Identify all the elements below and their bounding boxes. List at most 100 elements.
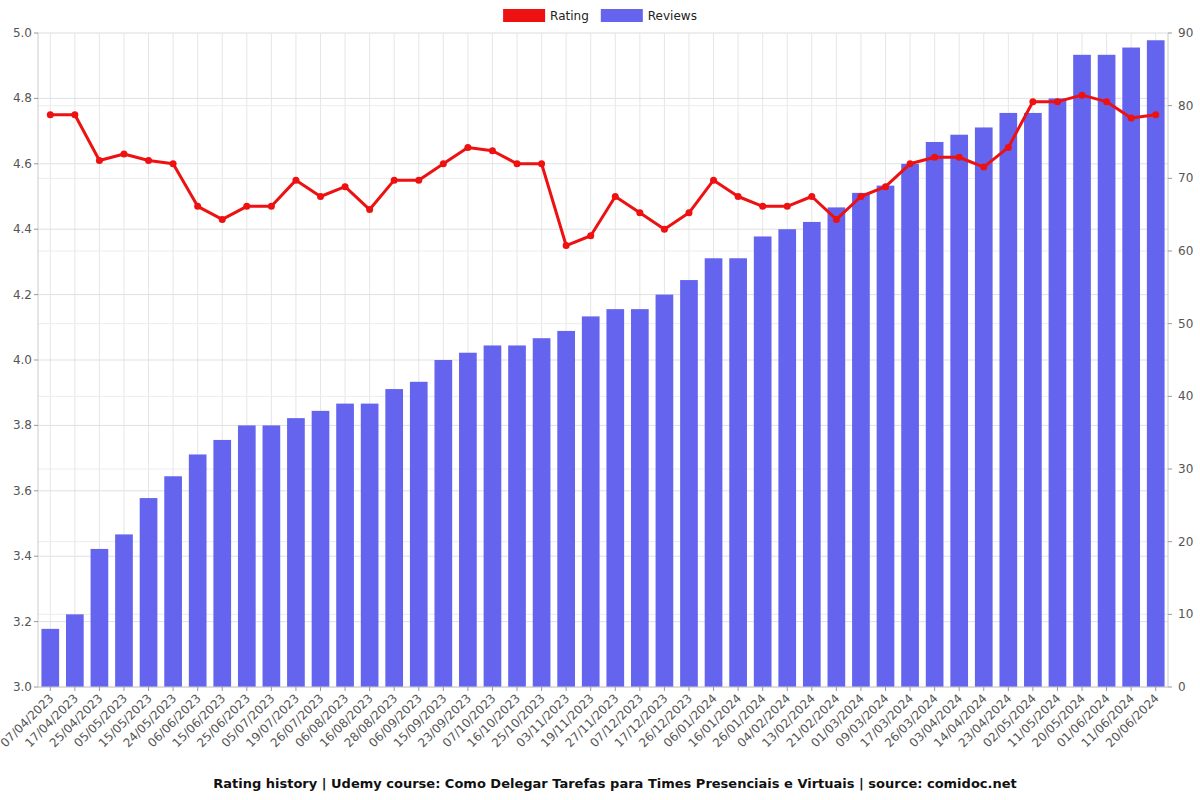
bar bbox=[459, 353, 477, 687]
rating-point bbox=[636, 209, 643, 216]
x-tick bbox=[811, 687, 812, 691]
y-grid-line bbox=[38, 425, 1168, 426]
y2-tick-label: 60 bbox=[1178, 244, 1193, 258]
rating-point bbox=[685, 209, 692, 216]
rating-point bbox=[219, 216, 226, 223]
x-tick bbox=[885, 687, 886, 691]
y2-tick-label: 90 bbox=[1178, 26, 1193, 40]
x-tick bbox=[860, 687, 861, 691]
x-tick bbox=[271, 687, 272, 691]
x-tick bbox=[1106, 687, 1107, 691]
rating-point bbox=[1054, 98, 1061, 105]
x-tick bbox=[983, 687, 984, 691]
rating-point bbox=[342, 183, 349, 190]
bar bbox=[1122, 48, 1140, 687]
rating-point bbox=[1128, 115, 1135, 122]
marks bbox=[41, 40, 1164, 687]
y2-tick-label: 80 bbox=[1178, 99, 1193, 113]
bar bbox=[877, 186, 895, 687]
bar bbox=[189, 454, 207, 687]
x-tick bbox=[222, 687, 223, 691]
bar bbox=[1073, 55, 1091, 687]
bar bbox=[999, 113, 1017, 687]
y2-tick bbox=[1168, 105, 1172, 106]
rating-point bbox=[1079, 92, 1086, 99]
y2-grid-line bbox=[38, 687, 1168, 688]
y2-grid-line bbox=[38, 251, 1168, 252]
x-tick bbox=[173, 687, 174, 691]
x-tick bbox=[664, 687, 665, 691]
rating-point bbox=[440, 160, 447, 167]
bar bbox=[631, 309, 649, 687]
x-tick bbox=[910, 687, 911, 691]
y2-tick-label: 20 bbox=[1178, 535, 1193, 549]
x-tick bbox=[148, 687, 149, 691]
y-tick bbox=[34, 294, 38, 295]
y-grid-line bbox=[38, 687, 1168, 688]
x-tick bbox=[1057, 687, 1058, 691]
x-tick bbox=[1082, 687, 1083, 691]
y-tick-label: 3.4 bbox=[13, 549, 32, 563]
bar bbox=[508, 345, 526, 687]
y-tick bbox=[34, 425, 38, 426]
bar bbox=[361, 404, 379, 687]
legend-label: Reviews bbox=[648, 9, 697, 23]
y2-tick-label: 10 bbox=[1178, 607, 1193, 621]
bar bbox=[950, 135, 968, 687]
rating-point bbox=[857, 193, 864, 200]
bar bbox=[926, 142, 944, 687]
rating-point bbox=[759, 203, 766, 210]
rating-point bbox=[194, 203, 201, 210]
x-tick bbox=[295, 687, 296, 691]
y-tick-label: 4.0 bbox=[13, 353, 32, 367]
y2-axis-line bbox=[1168, 33, 1169, 687]
rating-point bbox=[71, 111, 78, 118]
x-tick bbox=[688, 687, 689, 691]
y2-grid-line bbox=[38, 469, 1168, 470]
rating-point bbox=[391, 177, 398, 184]
rating-point bbox=[538, 160, 545, 167]
rating-point bbox=[96, 157, 103, 164]
x-tick bbox=[1155, 687, 1156, 691]
y-tick-label: 4.2 bbox=[13, 288, 32, 302]
x-tick bbox=[320, 687, 321, 691]
rating-point bbox=[784, 203, 791, 210]
rating-point bbox=[563, 242, 570, 249]
rating-point bbox=[268, 203, 275, 210]
y2-tick-label: 0 bbox=[1178, 680, 1186, 694]
y-grid-line bbox=[38, 360, 1168, 361]
rating-point bbox=[415, 177, 422, 184]
bar bbox=[164, 476, 182, 687]
y-tick bbox=[34, 98, 38, 99]
legend-swatch bbox=[601, 9, 643, 22]
y2-tick bbox=[1168, 687, 1172, 688]
bar bbox=[582, 316, 600, 687]
y-tick bbox=[34, 360, 38, 361]
y2-tick-label: 30 bbox=[1178, 462, 1193, 476]
rating-point bbox=[366, 206, 373, 213]
rating-point bbox=[243, 203, 250, 210]
x-tick bbox=[836, 687, 837, 691]
y2-grid-line bbox=[38, 396, 1168, 397]
y-tick bbox=[34, 229, 38, 230]
bar bbox=[238, 425, 256, 687]
rating-point bbox=[514, 160, 521, 167]
rating-point bbox=[956, 154, 963, 161]
rating-point bbox=[145, 157, 152, 164]
x-tick bbox=[566, 687, 567, 691]
y2-grid-line bbox=[38, 614, 1168, 615]
y-tick bbox=[34, 556, 38, 557]
x-tick bbox=[762, 687, 763, 691]
x-tick bbox=[394, 687, 395, 691]
y2-grid-line bbox=[38, 323, 1168, 324]
bar bbox=[705, 258, 723, 687]
bar bbox=[680, 280, 698, 687]
rating-point bbox=[1005, 144, 1012, 151]
rating-point bbox=[464, 144, 471, 151]
grid bbox=[38, 33, 1168, 687]
bar bbox=[606, 309, 624, 687]
legend-item: Reviews bbox=[601, 9, 697, 23]
x-tick bbox=[418, 687, 419, 691]
bar bbox=[410, 382, 428, 687]
x-tick bbox=[713, 687, 714, 691]
